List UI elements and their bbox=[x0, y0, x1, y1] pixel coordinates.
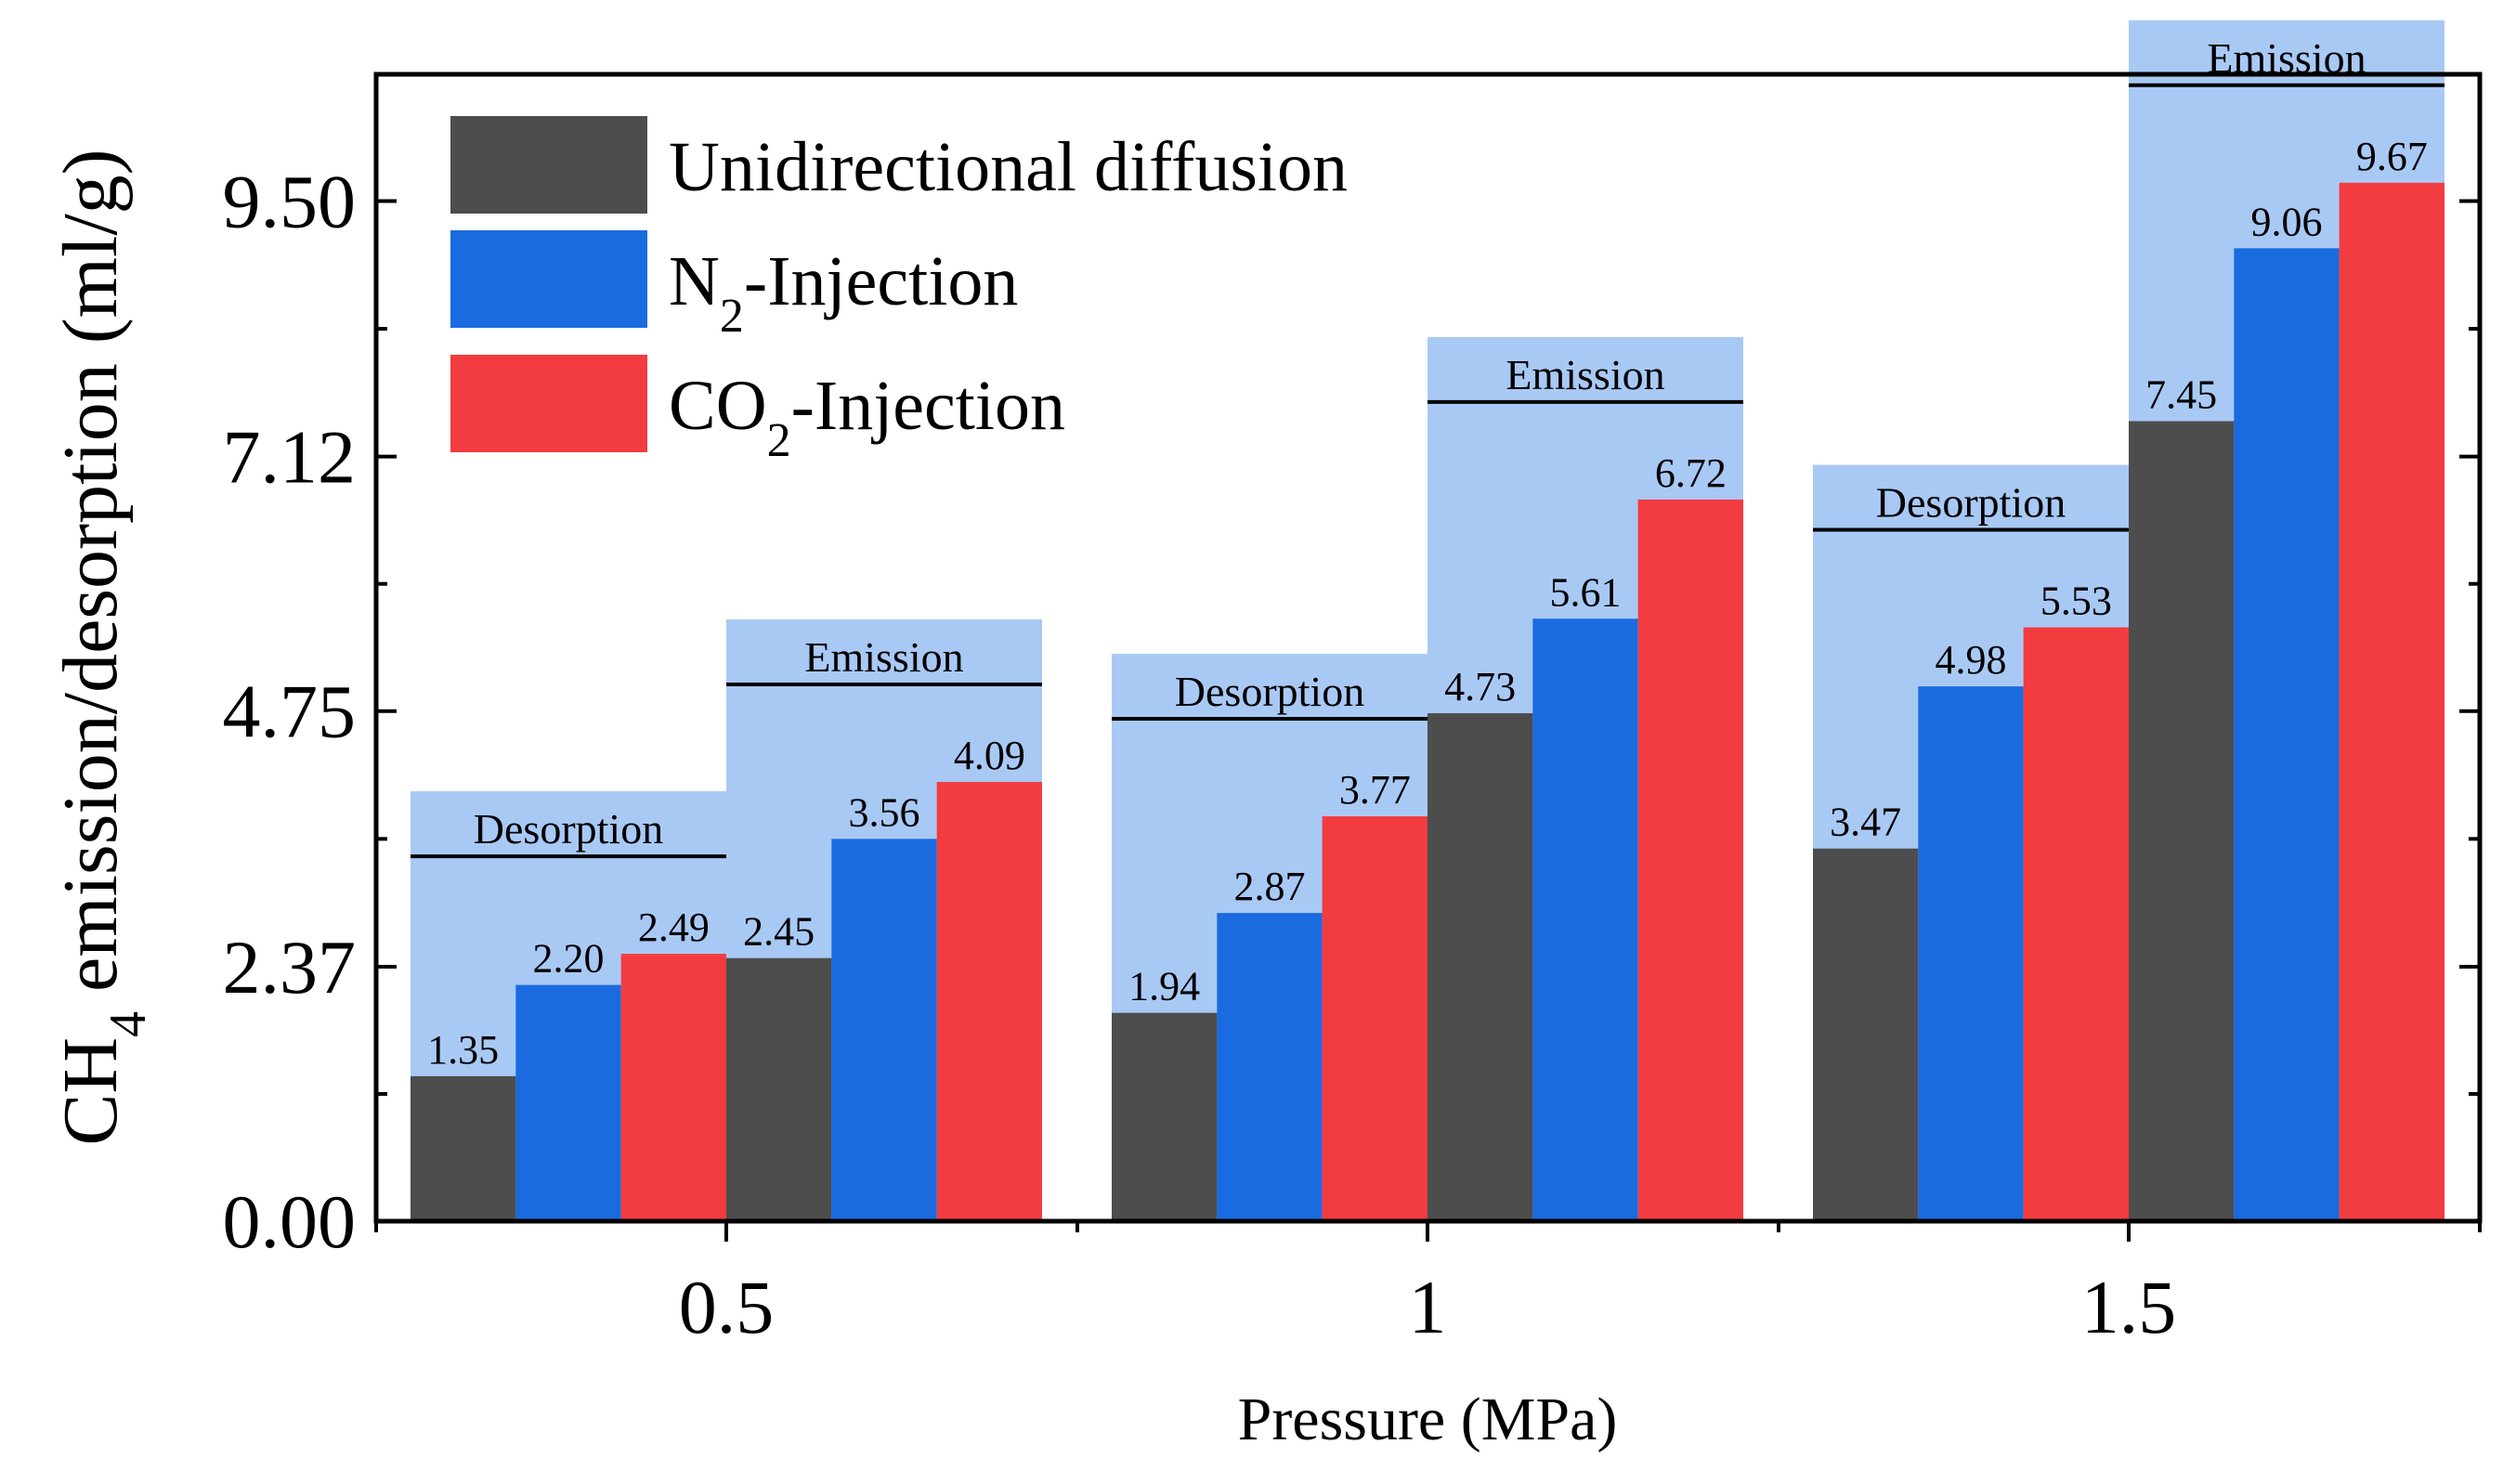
bar-value-label: 9.67 bbox=[2356, 134, 2428, 179]
y-tick-label: 9.50 bbox=[223, 159, 357, 243]
group-box-label: Desorption bbox=[1175, 668, 1364, 715]
bar-value-label: 1.94 bbox=[1128, 964, 1200, 1009]
bar bbox=[1918, 686, 2024, 1221]
legend-label: N2-Injection bbox=[669, 242, 1018, 343]
bar-value-label: 1.35 bbox=[427, 1027, 499, 1073]
bar-value-label: 5.61 bbox=[1550, 569, 1622, 615]
y-tick-label: 0.00 bbox=[223, 1179, 357, 1264]
bar-value-label: 4.09 bbox=[954, 733, 1025, 778]
bar bbox=[1112, 1012, 1218, 1221]
bar-value-label: 2.49 bbox=[638, 905, 710, 950]
x-tick-label: 1.5 bbox=[2081, 1265, 2177, 1349]
legend-swatch bbox=[450, 230, 647, 328]
bar bbox=[936, 782, 1042, 1221]
legend-label: CO2-Injection bbox=[669, 367, 1065, 467]
bars bbox=[411, 182, 2444, 1222]
bar bbox=[1532, 618, 1638, 1221]
bar bbox=[726, 957, 832, 1221]
group-box-label: Desorption bbox=[474, 805, 663, 853]
bar bbox=[515, 984, 621, 1221]
bar-value-label: 3.47 bbox=[1830, 800, 1901, 845]
y-axis-ticks: 0.00 2.37 4.75 7.12 9.50 bbox=[223, 159, 2480, 1264]
y-tick-label: 4.75 bbox=[223, 670, 357, 754]
bar bbox=[620, 954, 726, 1221]
bar bbox=[2234, 248, 2340, 1222]
x-axis-label: Pressure (MPa) bbox=[1238, 1386, 1618, 1453]
x-axis-ticks: 0.5 1 1.5 bbox=[374, 1221, 2482, 1349]
bar-value-label: 2.20 bbox=[533, 936, 605, 982]
bar bbox=[1217, 913, 1323, 1221]
bar-value-label: 9.06 bbox=[2251, 199, 2323, 244]
bar bbox=[1322, 816, 1427, 1221]
bar bbox=[2339, 182, 2444, 1221]
bar-value-label: 7.45 bbox=[2145, 372, 2217, 418]
y-axis-label: CH4 emission/desorption (ml/g) bbox=[47, 149, 157, 1145]
legend: Unidirectional diffusion N2-Injection CO2-… bbox=[450, 116, 1348, 467]
bar-value-label: 2.87 bbox=[1234, 864, 1306, 909]
legend-swatch bbox=[450, 355, 647, 452]
y-tick-label: 2.37 bbox=[223, 925, 357, 1009]
bar-value-label: 4.98 bbox=[1936, 637, 2007, 683]
bar bbox=[1813, 848, 1919, 1221]
bar bbox=[2023, 627, 2129, 1221]
legend-label: Unidirectional diffusion bbox=[669, 128, 1348, 206]
bar bbox=[831, 839, 937, 1221]
y-tick-label: 7.12 bbox=[223, 415, 357, 500]
bar bbox=[1637, 499, 1743, 1221]
bar-value-label: 4.73 bbox=[1444, 664, 1516, 709]
bar-value-label: 3.77 bbox=[1339, 767, 1411, 813]
group-box-label: Emission bbox=[1506, 351, 1664, 398]
group-box-label: Desorption bbox=[1876, 479, 2066, 527]
bar-value-label: 2.45 bbox=[743, 909, 815, 955]
x-tick-label: 0.5 bbox=[679, 1265, 775, 1349]
bar-value-label: 6.72 bbox=[1655, 450, 1727, 496]
bar bbox=[2129, 421, 2235, 1221]
bar-value-label: 5.53 bbox=[2040, 579, 2112, 624]
group-box-label: Emission bbox=[804, 633, 963, 681]
bar bbox=[1427, 713, 1533, 1221]
bar bbox=[411, 1075, 516, 1221]
bar-value-label: 3.56 bbox=[849, 789, 920, 835]
x-tick-label: 1 bbox=[1409, 1265, 1447, 1349]
bar-labels: 1.35 2.20 2.49 2.45 3.56 4.09 1.94 2.87 3.77 4.73… bbox=[427, 134, 2428, 1073]
legend-swatch bbox=[450, 116, 647, 214]
